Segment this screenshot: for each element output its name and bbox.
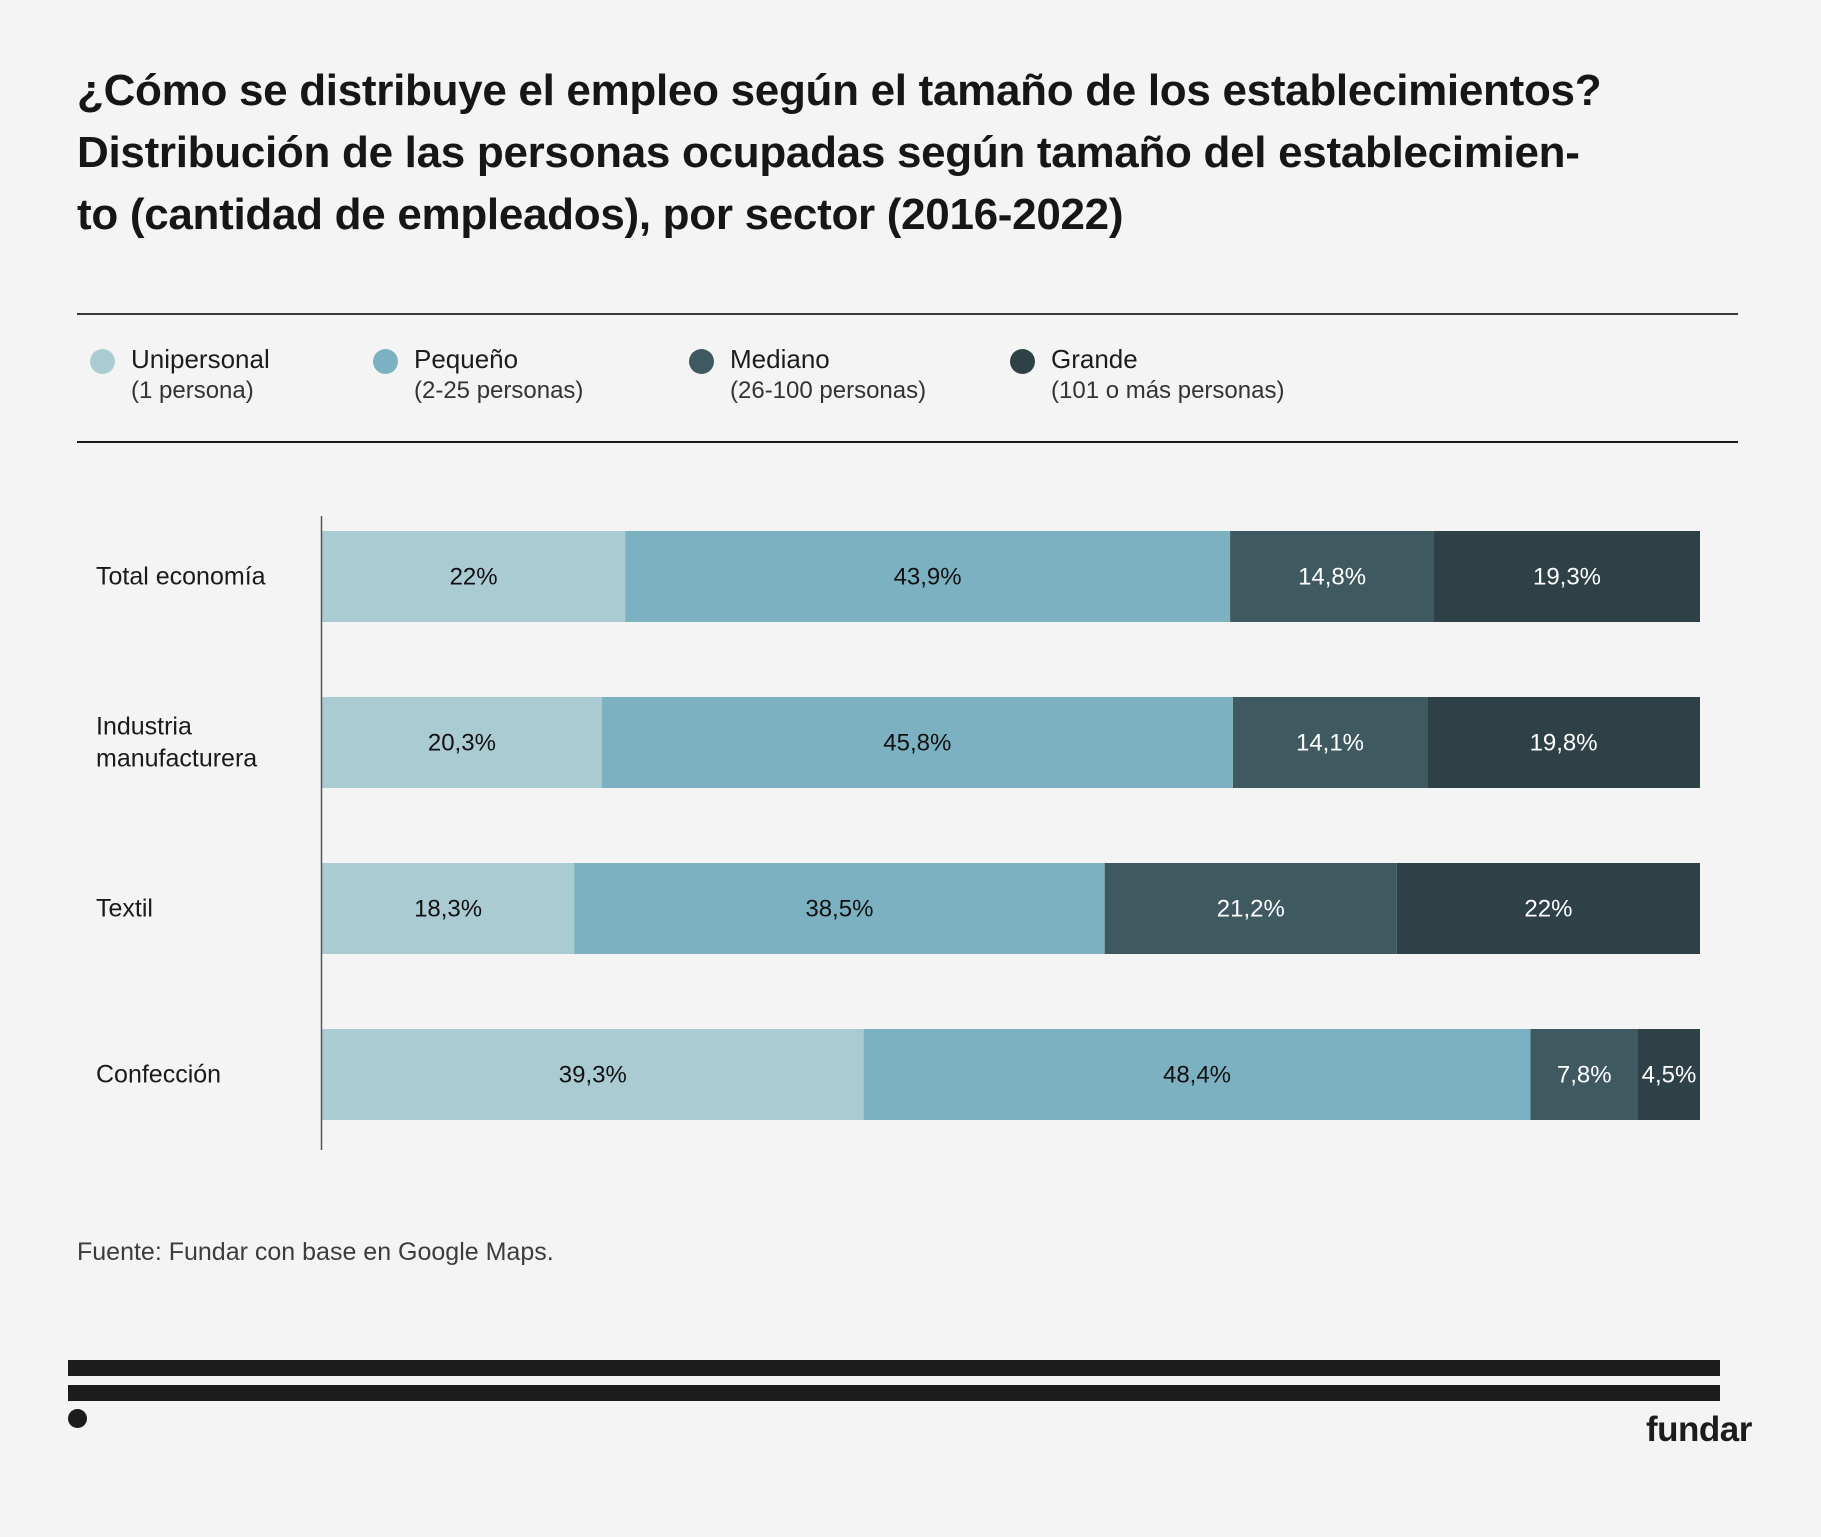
- data-label: 22%: [1524, 896, 1572, 923]
- bars-group: 22% 43,9% 14,8% 19,3% 20,3% 45,8% 14,1% 19,8% 18…: [322, 531, 1700, 1120]
- bar-segment: [1396, 863, 1700, 954]
- bar-segment: [322, 531, 626, 622]
- bar-segment: [1427, 697, 1700, 788]
- bar-segment: [1232, 697, 1428, 788]
- category-label: Total economía: [96, 563, 266, 591]
- data-label: 21,2%: [1217, 896, 1285, 923]
- title-line: Distribución de las personas ocupadas se…: [77, 128, 1580, 177]
- source-note: Fuente: Fundar con base en Google Maps.: [77, 1238, 554, 1266]
- data-label: 7,8%: [1557, 1062, 1612, 1089]
- category-label: Textil: [96, 895, 153, 923]
- category-label-line: Confección: [96, 1061, 221, 1089]
- title-line: ¿Cómo se distribuye el empleo según el t…: [77, 66, 1602, 115]
- bar-segment: [1638, 1029, 1700, 1120]
- category-label: Confección: [96, 1061, 221, 1089]
- bar-segment: [322, 697, 602, 788]
- data-label: 20,3%: [428, 730, 496, 757]
- legend-label: Pequeño: [414, 344, 519, 374]
- divider-bottom: [77, 441, 1738, 443]
- fundar-logo: fundar: [1646, 1410, 1752, 1449]
- bar-segment: [322, 1029, 864, 1120]
- category-label: Industria manufacturera: [96, 713, 257, 773]
- legend-sublabel: (101 o más personas): [1051, 377, 1285, 404]
- footer-dot-icon: [68, 1409, 87, 1428]
- bar-segment: [1434, 531, 1700, 622]
- chart-title: ¿Cómo se distribuye el empleo según el t…: [77, 60, 1777, 246]
- bar-segment: [601, 697, 1233, 788]
- category-label-line: Textil: [96, 895, 153, 923]
- data-label: 48,4%: [1163, 1062, 1231, 1089]
- divider-top: [77, 313, 1738, 315]
- bar-segment: [863, 1029, 1531, 1120]
- data-label: 43,9%: [894, 564, 962, 591]
- legend-sublabel: (1 persona): [131, 377, 254, 404]
- bar-segment: [1104, 863, 1397, 954]
- bar-segment: [322, 863, 575, 954]
- bar-segment: [574, 863, 1105, 954]
- category-label-line: Industria: [96, 713, 192, 741]
- category-labels: Total economía Industria manufacturera Text…: [96, 563, 266, 1089]
- legend-label: Mediano: [730, 344, 830, 374]
- legend-swatch-icon: [90, 349, 115, 374]
- legend-sublabel: (2-25 personas): [414, 377, 584, 404]
- data-label: 14,1%: [1296, 730, 1364, 757]
- data-label: 18,3%: [414, 896, 482, 923]
- legend-swatch-icon: [689, 349, 714, 374]
- category-label-line: Total economía: [96, 563, 266, 591]
- data-label: 38,5%: [805, 896, 873, 923]
- legend-label: Unipersonal: [131, 344, 270, 374]
- legend-label: Grande: [1051, 344, 1138, 374]
- title-line: to (cantidad de empleados), por sector (…: [77, 190, 1124, 239]
- bar-segment: [1230, 531, 1434, 622]
- data-label: 19,3%: [1533, 564, 1601, 591]
- bar-segment: [625, 531, 1231, 622]
- data-label: 14,8%: [1298, 564, 1366, 591]
- legend-swatch-icon: [373, 349, 398, 374]
- footer-bar-top: [68, 1360, 1720, 1376]
- legend-sublabel: (26-100 personas): [730, 377, 927, 404]
- footer-bar-bottom: [68, 1385, 1720, 1401]
- data-label: 22%: [450, 564, 498, 591]
- data-label: 39,3%: [559, 1062, 627, 1089]
- legend-swatch-icon: [1010, 349, 1035, 374]
- category-label-line: manufacturera: [96, 745, 257, 773]
- data-label: 19,8%: [1530, 730, 1598, 757]
- data-label: 4,5%: [1642, 1062, 1697, 1089]
- data-label: 45,8%: [883, 730, 951, 757]
- bar-segment: [1530, 1029, 1638, 1120]
